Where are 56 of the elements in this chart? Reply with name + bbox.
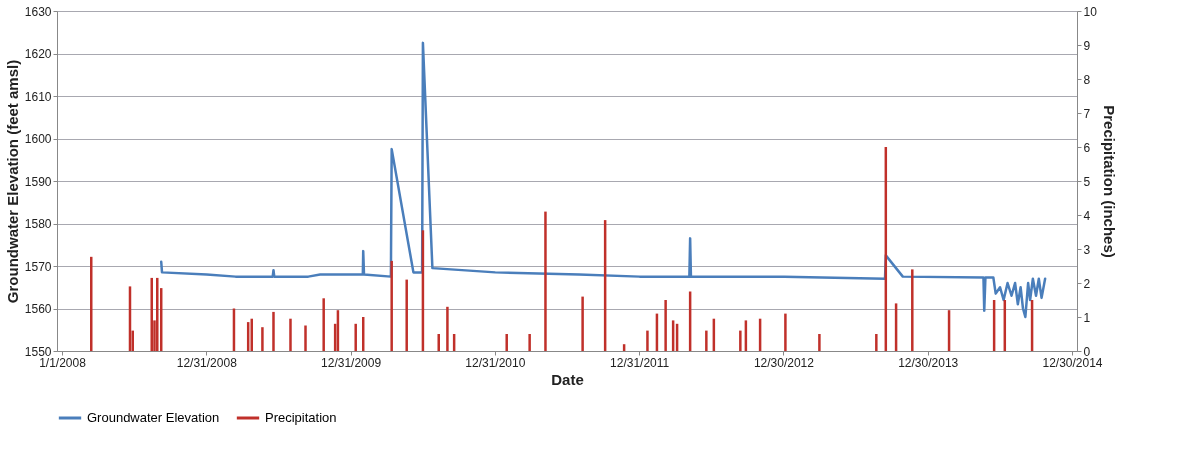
bar bbox=[875, 334, 878, 351]
bar bbox=[156, 277, 159, 351]
y-tick-label: 1560 bbox=[24, 302, 52, 316]
bar bbox=[818, 334, 821, 351]
y2-axis-title: Precipitation (inches) bbox=[1100, 105, 1118, 258]
bar bbox=[322, 298, 325, 351]
y2-tick-label: 8 bbox=[1083, 72, 1091, 87]
y2-tick-label: 2 bbox=[1083, 276, 1091, 291]
legend-label: Precipitation bbox=[265, 410, 337, 425]
line-series bbox=[159, 41, 1047, 319]
bar bbox=[250, 318, 253, 351]
bar bbox=[911, 269, 914, 351]
bar bbox=[150, 277, 153, 351]
bar bbox=[664, 300, 667, 351]
bar bbox=[437, 334, 440, 351]
bar bbox=[289, 318, 292, 351]
bar bbox=[646, 330, 649, 351]
y2-tick-label: 10 bbox=[1083, 4, 1098, 19]
x-tick-label: 12/30/2012 bbox=[753, 355, 815, 370]
bar bbox=[784, 313, 787, 351]
y2-tick-label: 6 bbox=[1083, 140, 1091, 155]
y-tick-label: 1570 bbox=[24, 259, 52, 274]
x-tick-label: 12/31/2009 bbox=[321, 355, 382, 370]
bar bbox=[705, 330, 708, 351]
bar bbox=[544, 211, 547, 351]
x-tick-label: 12/31/2010 bbox=[465, 355, 526, 370]
bar bbox=[405, 279, 408, 351]
bar bbox=[90, 256, 93, 351]
y-tick-label: 1620 bbox=[24, 47, 52, 61]
bar bbox=[390, 260, 393, 351]
y-tick-label: 1610 bbox=[24, 89, 52, 104]
bar bbox=[739, 330, 742, 351]
y2-tick-label: 5 bbox=[1083, 174, 1091, 189]
y-tick-label: 1590 bbox=[24, 174, 52, 189]
y2-tick-label: 7 bbox=[1083, 106, 1091, 121]
y-tick-label: 1600 bbox=[24, 132, 52, 146]
x-axis-title: Date bbox=[551, 370, 584, 388]
bar bbox=[354, 323, 357, 351]
bar bbox=[272, 311, 275, 351]
y2-tick-label: 3 bbox=[1083, 242, 1091, 257]
y2-tick-label: 9 bbox=[1083, 38, 1091, 53]
x-tick-label: 12/30/2013 bbox=[898, 355, 959, 370]
bar bbox=[528, 334, 531, 351]
bar bbox=[581, 296, 584, 351]
x-tick-label: 12/31/2008 bbox=[176, 355, 238, 370]
y-tick-label: 1630 bbox=[24, 4, 52, 19]
y-axis-title: Groundwater Elevation (feet amsl) bbox=[3, 59, 21, 304]
y2-tick-label: 1 bbox=[1083, 310, 1091, 325]
x-tick-label: 12/31/2011 bbox=[610, 355, 670, 370]
y2-tick-label: 4 bbox=[1083, 208, 1091, 223]
legend-label: Groundwater Elevation bbox=[87, 410, 220, 425]
bar bbox=[505, 334, 508, 351]
bar bbox=[446, 306, 449, 351]
bar bbox=[304, 325, 307, 351]
y-tick-label: 1580 bbox=[24, 217, 52, 231]
bar bbox=[261, 327, 264, 351]
